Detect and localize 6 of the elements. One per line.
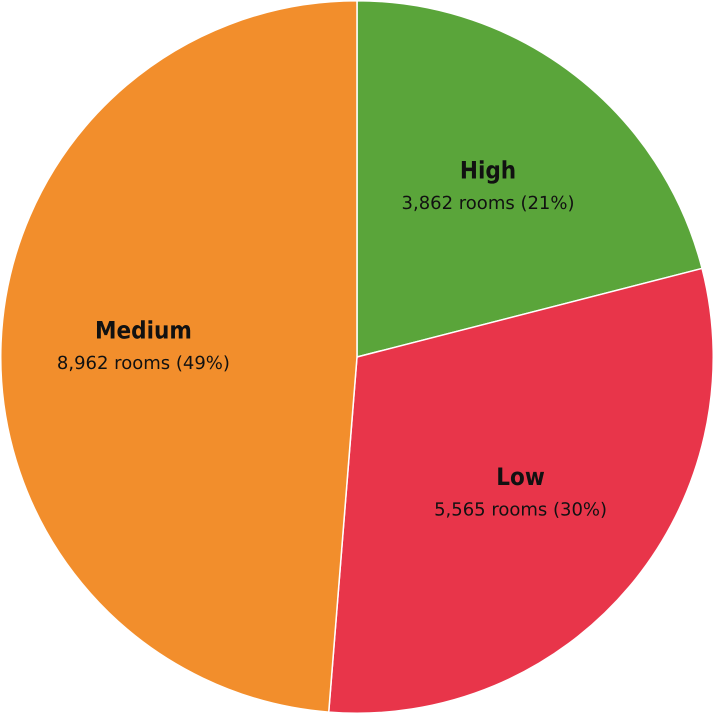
slice-label: Low <box>496 462 545 491</box>
data-label: 3,862 rooms (21%) <box>402 192 574 214</box>
slice-label: High <box>460 156 516 184</box>
data-label: 8,962 rooms (49%) <box>56 353 230 374</box>
slice-label: Medium <box>94 316 192 345</box>
data-label: 5,565 rooms (30%) <box>434 499 608 520</box>
